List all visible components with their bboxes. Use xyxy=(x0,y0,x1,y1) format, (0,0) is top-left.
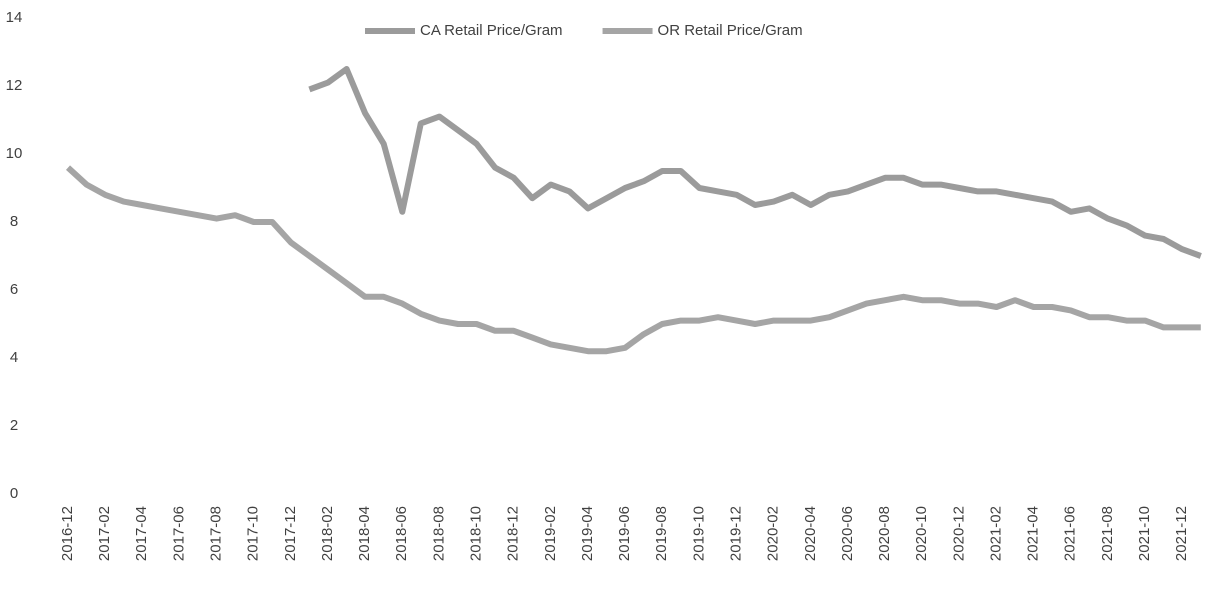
x-tick-label: 2020-10 xyxy=(913,506,930,561)
y-tick-label: 6 xyxy=(10,281,18,298)
x-tick-label: 2021-04 xyxy=(1025,506,1042,561)
series-line xyxy=(65,165,1201,355)
x-tick-label: 2021-10 xyxy=(1136,506,1153,561)
y-tick-label: 0 xyxy=(10,485,18,502)
x-tick-label: 2021-08 xyxy=(1099,506,1116,561)
x-tick-label: 2020-02 xyxy=(765,506,782,561)
x-tick-label: 2018-06 xyxy=(393,506,410,561)
series-line xyxy=(308,66,1202,259)
x-tick-label: 2018-02 xyxy=(319,506,336,561)
y-tick-label: 8 xyxy=(10,213,18,230)
x-tick-label: 2020-08 xyxy=(876,506,893,561)
x-tick-label: 2021-06 xyxy=(1062,506,1079,561)
x-tick-label: 2017-12 xyxy=(282,506,299,561)
x-tick-label: 2019-10 xyxy=(690,506,707,561)
x-tick-label: 2020-04 xyxy=(802,506,819,561)
y-tick-label: 14 xyxy=(6,9,23,26)
x-tick-label: 2020-06 xyxy=(839,506,856,561)
y-tick-label: 2 xyxy=(10,417,18,434)
legend-label: OR Retail Price/Gram xyxy=(658,22,803,39)
x-tick-label: 2021-12 xyxy=(1173,506,1190,561)
x-tick-label: 2018-08 xyxy=(430,506,447,561)
x-tick-label: 2016-12 xyxy=(59,506,76,561)
y-tick-label: 12 xyxy=(6,77,23,94)
x-tick-label: 2018-12 xyxy=(505,506,522,561)
x-tick-label: 2020-12 xyxy=(950,506,967,561)
x-tick-label: 2019-02 xyxy=(542,506,559,561)
x-tick-label: 2017-02 xyxy=(96,506,113,561)
x-tick-label: 2021-02 xyxy=(987,506,1004,561)
legend-label: CA Retail Price/Gram xyxy=(420,22,563,39)
x-tick-label: 2019-04 xyxy=(579,506,596,561)
y-tick-label: 4 xyxy=(10,349,18,366)
x-tick-label: 2017-06 xyxy=(170,506,187,561)
x-tick-label: 2017-10 xyxy=(245,506,262,561)
x-tick-label: 2017-08 xyxy=(208,506,225,561)
x-tick-label: 2019-12 xyxy=(727,506,744,561)
x-tick-label: 2018-10 xyxy=(468,506,485,561)
x-tick-label: 2018-04 xyxy=(356,506,373,561)
x-tick-label: 2019-06 xyxy=(616,506,633,561)
x-tick-label: 2017-04 xyxy=(133,506,150,561)
x-tick-label: 2019-08 xyxy=(653,506,670,561)
y-tick-label: 10 xyxy=(6,145,23,162)
